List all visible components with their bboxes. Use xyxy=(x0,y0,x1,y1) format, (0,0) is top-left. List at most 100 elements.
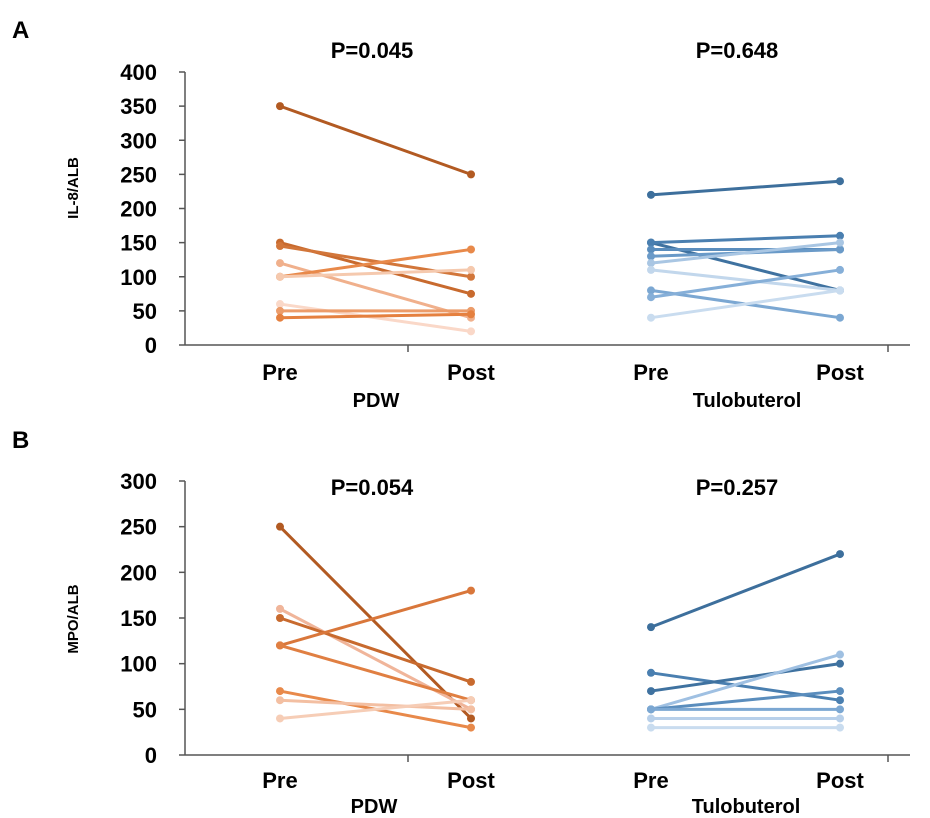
plot-area-a: 0 50 100 150 200 250 300 350 400 xyxy=(120,60,910,358)
data-point-b-pdw-pre-3 xyxy=(276,614,284,622)
data-point-a-tulobuterol-pre-8 xyxy=(647,286,655,295)
data-point-a-tulobuterol-pre-10 xyxy=(647,313,655,322)
data-point-b-pdw-post-6 xyxy=(467,723,475,732)
x-tick-a-pdw-pre: Pre xyxy=(262,360,297,385)
series-line-a-pdw-5 xyxy=(278,247,473,279)
data-point-a-pdw-post-1 xyxy=(467,170,475,179)
data-point-b-pdw-post-1 xyxy=(467,714,475,723)
y-tick-label-a: 250 xyxy=(120,162,157,187)
data-point-a-pdw-post-7 xyxy=(467,327,475,336)
data-point-b-tulobuterol-post-4 xyxy=(836,650,844,659)
data-point-b-pdw-post-8 xyxy=(467,696,475,705)
data-point-a-pdw-pre-9 xyxy=(276,313,284,322)
y-tick-label-a: 150 xyxy=(120,231,157,256)
series-line-a-tulobuterol-10 xyxy=(649,288,842,320)
data-point-a-tulobuterol-pre-4 xyxy=(647,245,655,254)
data-point-a-pdw-pre-6 xyxy=(276,272,284,281)
series-line-a-pdw-7 xyxy=(278,302,473,333)
data-point-b-pdw-pre-2 xyxy=(276,604,284,613)
y-tick-label-b: 100 xyxy=(120,652,157,677)
data-point-b-tulobuterol-post-8 xyxy=(836,723,844,732)
x-tick-a-tulo-pre: Pre xyxy=(633,360,668,385)
y-tick-label-a: 200 xyxy=(120,197,157,222)
data-point-a-pdw-pre-7 xyxy=(276,300,284,309)
series-line-a-pdw-1 xyxy=(278,104,473,176)
data-point-b-pdw-post-7 xyxy=(467,705,475,714)
data-point-b-tulobuterol-pre-2 xyxy=(647,668,655,677)
data-point-a-tulobuterol-pre-6 xyxy=(647,259,655,268)
data-point-b-tulobuterol-pre-6 xyxy=(647,705,655,714)
data-point-b-tulobuterol-pre-8 xyxy=(647,723,655,732)
series-line-b-tulobuterol-3 xyxy=(649,662,842,693)
data-point-a-pdw-pre-8 xyxy=(276,306,284,315)
group-label-b-tulobuterol: Tulobuterol xyxy=(692,796,801,818)
series-line-b-tulobuterol-2 xyxy=(649,671,842,702)
data-point-a-pdw-post-2 xyxy=(467,289,475,298)
panel-letter-b: B xyxy=(12,427,29,454)
data-point-a-tulobuterol-pre-7 xyxy=(647,265,655,274)
data-point-a-pdw-post-5 xyxy=(467,245,475,254)
y-tick-label-a: 100 xyxy=(120,265,157,290)
series-line-a-tulobuterol-9 xyxy=(649,268,842,299)
y-tick-label-b: 50 xyxy=(133,697,157,722)
y-axis-label-b: MPO/ALB xyxy=(65,584,82,653)
series-line-b-tulobuterol-1 xyxy=(649,552,842,629)
data-point-a-tulobuterol-post-5 xyxy=(836,245,844,254)
series-line-a-pdw-6 xyxy=(278,268,473,279)
pvalue-b-tulobuterol: P=0.257 xyxy=(696,475,779,500)
y-tick-label-b: 0 xyxy=(145,743,157,768)
data-point-a-tulobuterol-post-9 xyxy=(836,265,844,274)
data-point-a-pdw-post-6 xyxy=(467,265,475,274)
data-point-b-pdw-pre-7 xyxy=(276,696,284,705)
data-point-a-tulobuterol-post-8 xyxy=(836,313,844,322)
data-point-a-tulobuterol-post-10 xyxy=(836,286,844,295)
y-tick-label-b: 200 xyxy=(120,560,157,585)
series-line-a-pdw-9 xyxy=(278,312,473,320)
series-line-b-tulobuterol-4 xyxy=(649,653,842,711)
pvalue-a-pdw: P=0.045 xyxy=(331,38,414,63)
data-point-b-pdw-post-3 xyxy=(467,677,475,686)
data-point-b-tulobuterol-post-1 xyxy=(836,550,844,559)
series-line-a-tulobuterol-6 xyxy=(649,241,842,265)
data-point-a-pdw-pre-4 xyxy=(276,259,284,268)
data-point-a-pdw-pre-1 xyxy=(276,102,284,111)
data-point-a-tulobuterol-post-1 xyxy=(836,177,844,186)
group-label-a-tulobuterol: Tulobuterol xyxy=(693,390,802,412)
series-line-a-tulobuterol-3 xyxy=(649,234,842,245)
x-tick-b-tulo-post: Post xyxy=(816,768,864,793)
y-tick-label-a: 400 xyxy=(120,60,157,85)
data-point-b-tulobuterol-pre-3 xyxy=(647,687,655,696)
data-point-a-pdw-post-3 xyxy=(467,272,475,281)
series-line-a-tulobuterol-7 xyxy=(649,268,842,292)
data-point-a-tulobuterol-post-3 xyxy=(836,231,844,240)
data-point-b-tulobuterol-post-6 xyxy=(836,705,844,714)
data-point-b-tulobuterol-post-3 xyxy=(836,659,844,668)
data-point-b-tulobuterol-post-5 xyxy=(836,687,844,696)
data-point-b-pdw-pre-6 xyxy=(276,687,284,696)
y-tick-label-a: 350 xyxy=(120,94,157,119)
x-tick-b-pdw-pre: Pre xyxy=(262,768,297,793)
series-line-a-tulobuterol-1 xyxy=(649,179,842,197)
data-point-b-tulobuterol-post-7 xyxy=(836,714,844,723)
pvalue-a-tulobuterol: P=0.648 xyxy=(696,38,779,63)
y-tick-label-a: 300 xyxy=(120,128,157,153)
y-tick-label-a: 50 xyxy=(133,299,157,324)
series-line-b-pdw-5 xyxy=(278,643,473,702)
data-point-a-tulobuterol-pre-3 xyxy=(647,238,655,247)
data-point-b-tulobuterol-pre-1 xyxy=(647,623,655,632)
series-line-b-tulobuterol-5 xyxy=(649,689,842,711)
y-tick-label-a: 0 xyxy=(145,333,157,358)
x-tick-b-pdw-post: Post xyxy=(447,768,495,793)
data-point-a-pdw-post-9 xyxy=(467,310,475,319)
data-point-a-tulobuterol-pre-9 xyxy=(647,293,655,302)
data-point-b-pdw-post-4 xyxy=(467,586,475,595)
x-tick-a-pdw-post: Post xyxy=(447,360,495,385)
pvalue-b-pdw: P=0.054 xyxy=(331,475,414,500)
data-point-b-tulobuterol-pre-7 xyxy=(647,714,655,723)
x-tick-a-tulo-post: Post xyxy=(816,360,864,385)
series-line-b-pdw-3 xyxy=(278,616,473,684)
y-tick-label-b: 250 xyxy=(120,515,157,540)
series-line-b-pdw-8 xyxy=(278,698,473,720)
y-tick-label-b: 300 xyxy=(120,469,157,494)
